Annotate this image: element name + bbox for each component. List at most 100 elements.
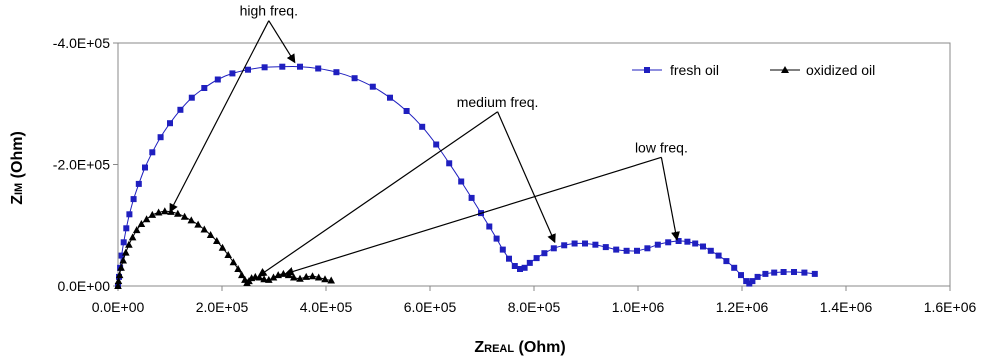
data-point-fresh-oil — [177, 106, 184, 113]
data-point-fresh-oil — [261, 64, 268, 71]
data-point-oxidized-oil — [255, 273, 264, 281]
annotation-low-freq: low freq. — [284, 139, 688, 276]
data-point-fresh-oil — [351, 75, 358, 82]
data-point-fresh-oil — [700, 243, 706, 250]
data-point-oxidized-oil — [180, 212, 189, 220]
annotation-layer: high freq. medium freq. low freq. — [169, 3, 688, 277]
x-tick-label: 6.0E+05 — [404, 299, 457, 315]
data-point-fresh-oil — [762, 270, 769, 277]
data-point-fresh-oil — [130, 196, 137, 203]
annotation-label: high freq. — [240, 3, 298, 19]
data-point-oxidized-oil — [194, 220, 202, 228]
data-point-oxidized-oil — [137, 220, 146, 227]
data-point-fresh-oil — [743, 278, 750, 285]
data-point-fresh-oil — [780, 269, 787, 275]
data-point-oxidized-oil — [321, 275, 329, 283]
data-point-oxidized-oil — [302, 272, 310, 280]
data-point-oxidized-oil — [238, 271, 246, 279]
data-point-oxidized-oil — [148, 210, 157, 218]
data-point-fresh-oil — [754, 273, 761, 280]
data-point-fresh-oil — [811, 270, 818, 277]
data-point-fresh-oil — [665, 239, 672, 246]
data-point-fresh-oil — [582, 240, 588, 247]
data-point-oxidized-oil — [327, 276, 335, 284]
annotation-arrow — [268, 20, 296, 64]
data-point-oxidized-oil — [213, 237, 221, 244]
data-point-oxidized-oil — [125, 240, 133, 248]
data-point-fresh-oil — [613, 246, 620, 253]
data-point-oxidized-oil — [234, 265, 242, 272]
data-point-fresh-oil — [692, 240, 699, 247]
data-point-oxidized-oil — [265, 275, 273, 283]
data-point-fresh-oil — [419, 123, 426, 130]
data-point-fresh-oil — [369, 83, 376, 90]
annotation-arrow — [660, 157, 680, 241]
data-point-fresh-oil — [715, 252, 722, 259]
annotation-label: low freq. — [635, 139, 688, 155]
data-point-oxidized-oil — [296, 274, 304, 282]
data-point-fresh-oil — [279, 63, 286, 70]
data-point-oxidized-oil — [206, 231, 215, 238]
data-point-oxidized-oil — [290, 273, 298, 281]
data-point-fresh-oil — [493, 235, 500, 242]
annotation-medium-freq: medium freq. — [257, 94, 556, 277]
data-point-fresh-oil — [571, 240, 578, 247]
data-point-fresh-oil — [446, 160, 453, 167]
data-point-fresh-oil — [592, 241, 599, 248]
data-point-fresh-oil — [229, 70, 236, 77]
data-point-fresh-oil — [511, 263, 518, 269]
data-point-fresh-oil — [387, 94, 393, 101]
legend-marker-fresh-oil — [644, 67, 650, 73]
data-point-fresh-oil — [135, 180, 142, 187]
data-point-fresh-oil — [634, 247, 640, 254]
annotation-high-freq: high freq. — [169, 3, 298, 213]
y-axis-label: ZIM (Ohm) — [9, 131, 26, 205]
x-tick-label: 8.0E+05 — [508, 299, 561, 315]
data-point-oxidized-oil — [132, 226, 141, 234]
data-point-fresh-oil — [550, 245, 557, 252]
legend: fresh oil oxidized oil — [632, 62, 875, 78]
data-point-fresh-oil — [749, 278, 756, 285]
data-point-fresh-oil — [654, 241, 661, 248]
data-point-fresh-oil — [526, 259, 533, 266]
data-point-fresh-oil — [188, 94, 195, 101]
data-point-fresh-oil — [120, 239, 127, 246]
data-point-oxidized-oil — [260, 275, 268, 283]
x-tick-label: 1.4E+06 — [820, 299, 873, 315]
annotation-arrow — [257, 111, 498, 277]
y-axis-ticks: 0.0E+00 -2.0E+05 -4.0E+05 — [53, 35, 118, 294]
data-point-oxidized-oil — [224, 251, 232, 258]
x-tick-label: 0.0E+00 — [92, 299, 145, 315]
data-point-fresh-oil — [684, 238, 691, 245]
data-point-oxidized-oil — [174, 209, 182, 217]
data-point-oxidized-oil — [117, 263, 125, 271]
data-point-fresh-oil — [167, 120, 173, 127]
data-point-oxidized-oil — [269, 273, 278, 281]
x-tick-label: 1.6E+06 — [924, 299, 977, 315]
y-tick-label: -4.0E+05 — [53, 35, 110, 51]
data-point-fresh-oil — [486, 223, 493, 230]
data-point-fresh-oil — [675, 238, 682, 244]
legend-label-fresh-oil: fresh oil — [670, 62, 719, 78]
data-point-oxidized-oil — [218, 243, 227, 251]
data-point-fresh-oil — [245, 66, 251, 73]
data-point-fresh-oil — [602, 244, 609, 251]
data-point-fresh-oil — [149, 149, 156, 156]
legend-label-oxidized-oil: oxidized oil — [806, 62, 875, 78]
data-point-fresh-oil — [201, 85, 208, 91]
data-point-fresh-oil — [738, 272, 744, 279]
data-point-fresh-oil — [214, 76, 221, 83]
data-point-fresh-oil — [506, 255, 512, 262]
data-point-oxidized-oil — [161, 207, 169, 215]
data-point-fresh-oil — [707, 247, 714, 254]
data-point-oxidized-oil — [122, 248, 130, 256]
data-point-fresh-oil — [791, 269, 797, 275]
data-point-fresh-oil — [644, 245, 651, 252]
annotation-label: medium freq. — [457, 94, 539, 110]
data-point-fresh-oil — [517, 266, 523, 272]
data-point-oxidized-oil — [114, 277, 123, 285]
x-tick-label: 1.0E+06 — [612, 299, 665, 315]
data-point-oxidized-oil — [142, 215, 151, 223]
data-point-fresh-oil — [623, 247, 630, 254]
